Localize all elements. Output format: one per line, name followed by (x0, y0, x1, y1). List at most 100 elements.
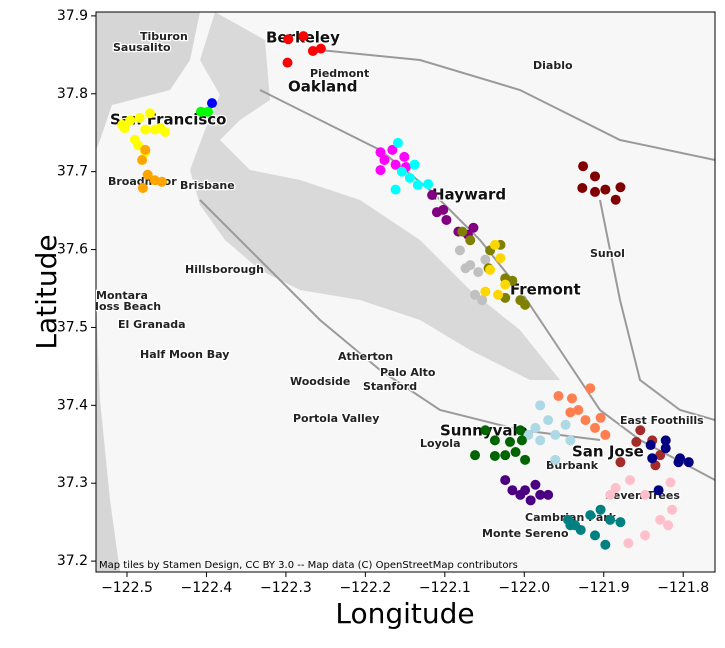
point (585, 510, 596, 521)
point (640, 530, 651, 541)
point (655, 514, 666, 525)
point (485, 264, 496, 275)
point (600, 539, 611, 550)
place-label: Atherton (338, 350, 393, 363)
point (423, 179, 434, 190)
point (595, 412, 606, 423)
point (470, 289, 481, 300)
place-label: Tiburon (140, 30, 188, 43)
point (590, 422, 601, 433)
point (577, 183, 588, 194)
point (605, 489, 616, 500)
point (667, 504, 678, 515)
point (480, 425, 491, 436)
point (427, 190, 438, 201)
point (565, 435, 576, 446)
point (489, 239, 500, 250)
place-label: Loyola (420, 437, 461, 450)
point (480, 286, 491, 297)
point (566, 393, 577, 404)
point (535, 489, 546, 500)
point (673, 457, 684, 468)
point (137, 183, 148, 194)
point (207, 98, 218, 109)
point (203, 106, 214, 117)
point (640, 489, 651, 500)
x-tick-label: −122.4 (181, 580, 233, 596)
y-tick-label: 37.9 (57, 8, 88, 24)
point (535, 435, 546, 446)
point (585, 383, 596, 394)
x-tick-label: −122.0 (498, 580, 550, 596)
x-tick-label: −122.3 (260, 580, 312, 596)
y-tick-label: 37.5 (57, 319, 88, 335)
point (468, 222, 479, 233)
point (683, 457, 694, 468)
x-axis-label: Longitude (335, 597, 474, 630)
place-label: Fremont (510, 281, 581, 299)
point (457, 226, 468, 237)
place-label: Brisbane (180, 179, 235, 192)
place-label: Stanford (363, 380, 417, 393)
point (560, 419, 571, 430)
point (600, 429, 611, 440)
x-tick-label: −122.5 (101, 580, 153, 596)
place-label: Oakland (288, 78, 358, 96)
point (390, 184, 401, 195)
point (396, 166, 407, 177)
point (590, 186, 601, 197)
point (615, 182, 626, 193)
point (149, 124, 160, 135)
point (573, 404, 584, 415)
point (140, 144, 151, 155)
point (647, 453, 658, 464)
point (580, 415, 591, 426)
point (134, 112, 145, 123)
x-tick-label: −122.2 (339, 580, 391, 596)
point (399, 151, 410, 162)
place-label: Half Moon Bay (140, 348, 229, 361)
point (465, 235, 476, 246)
point (653, 485, 664, 496)
point (500, 475, 511, 486)
point (525, 495, 536, 506)
point (145, 108, 156, 119)
point (404, 172, 415, 183)
point (493, 289, 504, 300)
x-tick-label: −121.8 (657, 580, 709, 596)
point (610, 194, 621, 205)
point (454, 245, 465, 256)
point (387, 144, 398, 155)
point (379, 154, 390, 165)
y-tick-label: 37.7 (57, 164, 88, 180)
point (623, 538, 634, 549)
point (575, 524, 586, 535)
point (504, 436, 515, 447)
point (441, 214, 452, 225)
point (578, 161, 589, 172)
point (550, 454, 561, 465)
place-label: Palo Alto (380, 366, 436, 379)
place-label: Monte Sereno (482, 527, 569, 540)
place-label: East Foothills (620, 414, 704, 427)
point (195, 106, 206, 117)
point (473, 267, 484, 278)
point (516, 435, 527, 446)
point (500, 279, 511, 290)
point (615, 517, 626, 528)
place-label: Montara (96, 289, 148, 302)
point (565, 407, 576, 418)
y-tick-label: 37.4 (57, 397, 88, 413)
y-tick-label: 37.2 (57, 553, 88, 569)
point (590, 530, 601, 541)
place-label: San Jose (572, 443, 644, 461)
point (489, 450, 500, 461)
attribution: Map tiles by Stamen Design, CC BY 3.0 --… (99, 560, 518, 571)
point (500, 450, 511, 461)
point (412, 179, 423, 190)
point (137, 154, 148, 165)
point (605, 514, 616, 525)
place-label: Sunol (590, 247, 625, 260)
point (375, 147, 386, 158)
